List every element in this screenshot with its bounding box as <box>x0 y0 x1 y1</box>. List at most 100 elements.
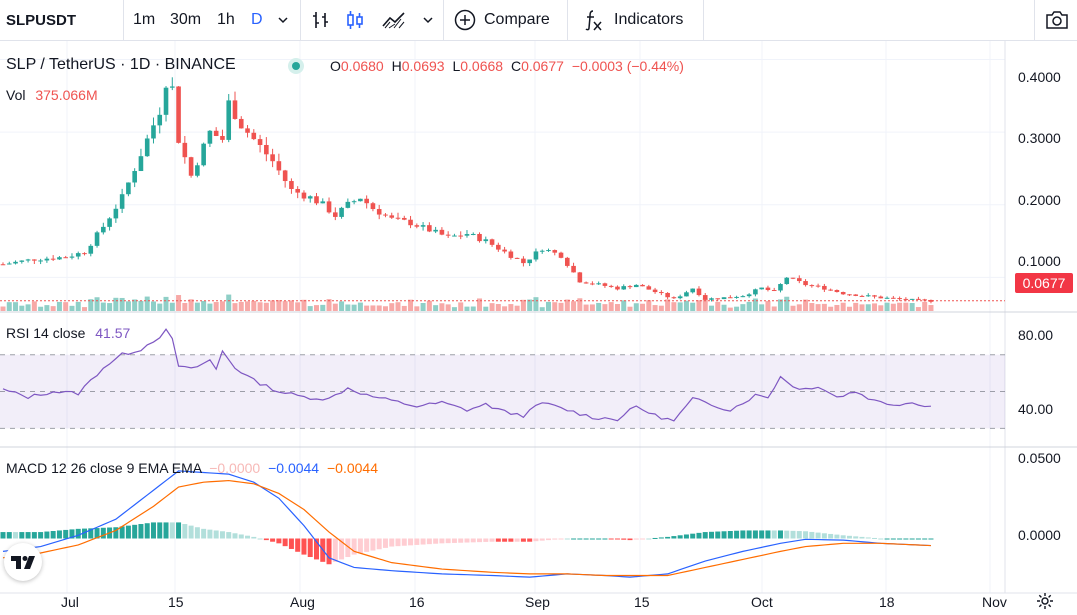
macd-histogram-bar <box>132 524 138 539</box>
divider <box>703 0 704 40</box>
candle-body <box>383 214 388 216</box>
candle-body <box>270 154 275 162</box>
volume-bar <box>614 304 620 311</box>
candle-body <box>445 234 451 236</box>
chart-canvas[interactable] <box>0 41 1077 615</box>
area-chart-icon[interactable] <box>381 0 407 40</box>
volume-bar <box>508 304 514 311</box>
volume-bar <box>307 306 313 311</box>
candle-body <box>182 142 188 158</box>
volume-bar <box>771 306 777 311</box>
candle-body <box>565 257 570 266</box>
time-tick: 15 <box>634 594 650 610</box>
candle-body <box>790 277 796 279</box>
volume-bar <box>514 305 520 311</box>
candle-body <box>834 290 840 293</box>
candle-body <box>721 297 727 300</box>
macd-histogram-bar <box>232 533 238 539</box>
macd-histogram-bar <box>100 527 106 539</box>
macd-histogram-bar <box>282 538 288 547</box>
macd-histogram-bar <box>458 538 464 543</box>
candle-body <box>169 86 175 88</box>
tradingview-logo-icon[interactable] <box>4 543 42 581</box>
volume-bar <box>721 304 727 311</box>
volume-bar <box>301 299 307 311</box>
candle-body <box>464 234 470 236</box>
volume-bar <box>589 304 595 311</box>
macd-histogram-bar <box>840 535 846 539</box>
volume-bar <box>232 303 238 311</box>
macd-histogram-bar <box>727 530 733 539</box>
macd-histogram-bar <box>301 538 307 555</box>
l-label: L <box>452 58 461 74</box>
macd-histogram-bar <box>13 532 19 539</box>
volume-bar <box>520 299 526 311</box>
timeframe-1h-button[interactable]: 1h <box>217 11 235 28</box>
volume-bar <box>696 300 702 311</box>
volume-bar <box>213 302 219 311</box>
candle-body <box>6 263 12 265</box>
volume-bar <box>75 301 81 311</box>
c-label: C <box>510 58 522 74</box>
timeframe-30m-button[interactable]: 30m <box>170 11 202 28</box>
indicators-button[interactable]: Indicators <box>584 0 683 40</box>
macd-label: MACD 12 26 close 9 EMA EMA <box>6 460 202 476</box>
camera-icon[interactable] <box>1045 0 1069 40</box>
candle-body <box>119 194 125 209</box>
symbol-search[interactable]: SLPUSDT <box>6 11 77 29</box>
volume-bar <box>132 299 138 311</box>
candle-body <box>138 156 144 172</box>
candle-body <box>728 297 733 299</box>
macd-histogram-bar <box>640 538 646 540</box>
macd-histogram-bar <box>746 530 752 539</box>
volume-bar <box>82 307 88 311</box>
volume-bar <box>320 304 326 311</box>
volume-bar <box>163 296 169 311</box>
timeframe-d-button[interactable]: D <box>251 11 263 28</box>
macd-histogram-bar <box>809 531 815 539</box>
candle-body <box>226 100 232 140</box>
volume-bar <box>44 305 50 311</box>
macd-value: −0.0044 <box>268 460 320 476</box>
volume-bar <box>31 301 37 311</box>
volume-bar <box>226 294 232 311</box>
volume-bar <box>63 302 69 311</box>
compare-button[interactable]: Compare <box>454 0 550 40</box>
candle-body <box>859 295 865 297</box>
candle-body <box>558 252 564 258</box>
candle-body <box>289 181 294 189</box>
chevron-down-icon[interactable] <box>276 0 290 40</box>
volume-bar <box>288 300 294 311</box>
chevron-down-icon[interactable] <box>421 0 435 40</box>
candle-body <box>533 251 539 260</box>
candle-body <box>539 250 545 252</box>
bar-chart-icon[interactable] <box>311 0 331 40</box>
candle-body <box>753 289 758 295</box>
volume-bar <box>113 297 119 311</box>
candle-chart-icon[interactable] <box>345 0 365 40</box>
candle-body <box>88 245 94 254</box>
time-tick: Sep <box>525 594 550 610</box>
rsi-value: 41.57 <box>95 325 131 341</box>
macd-histogram-bar <box>740 530 746 539</box>
volume-bar <box>790 305 796 311</box>
last-price-tag: 0.0677 <box>1015 273 1073 293</box>
candle-body <box>847 294 852 296</box>
macd-histogram-bar <box>602 538 608 540</box>
indicators-label: Indicators <box>614 11 684 28</box>
macd-histogram-bar <box>752 530 758 539</box>
macd-histogram-bar <box>715 531 721 539</box>
candle-body <box>803 281 808 286</box>
candle-body <box>872 295 877 297</box>
macd-histogram-bar <box>376 538 382 550</box>
volume-bar <box>602 304 608 311</box>
c-value: 0.0677 <box>521 58 564 74</box>
macd-histogram-bar <box>734 530 740 539</box>
timeframe-1m-button[interactable]: 1m <box>133 11 156 28</box>
candle-body <box>652 289 658 293</box>
candle-body <box>659 292 664 294</box>
macd-histogram-bar <box>683 534 689 539</box>
settings-gear-icon[interactable] <box>1036 592 1054 615</box>
candle-body <box>602 283 608 286</box>
candle-body <box>577 272 583 283</box>
